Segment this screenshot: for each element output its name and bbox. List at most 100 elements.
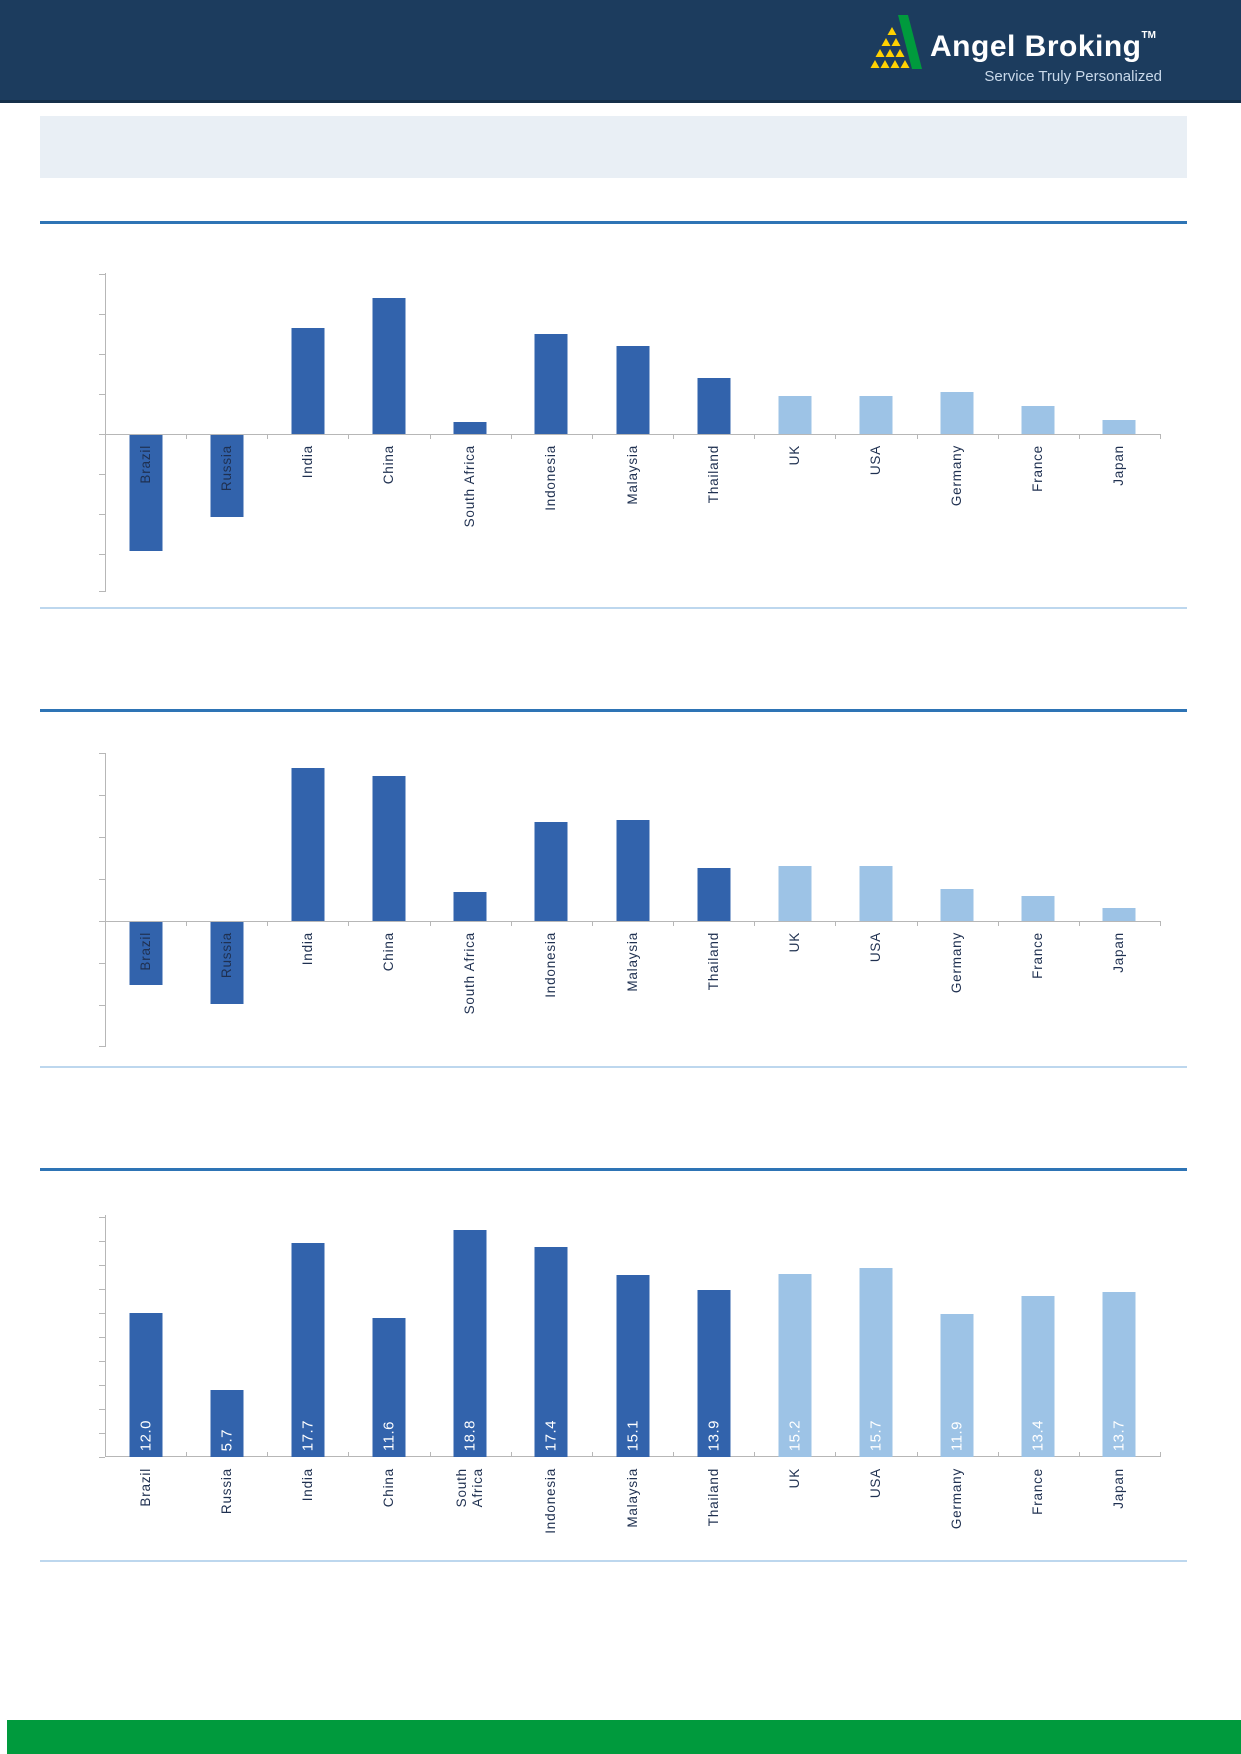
section-divider-1 bbox=[40, 221, 1187, 224]
data-label-text: 13.9 bbox=[705, 1419, 723, 1451]
x-axis-tick bbox=[429, 1452, 431, 1457]
country-label-china: China bbox=[381, 932, 397, 971]
x-axis-tick bbox=[267, 1452, 269, 1457]
x-axis-tick bbox=[348, 921, 350, 926]
y-axis-tick bbox=[99, 879, 105, 880]
bar-brazil bbox=[129, 922, 163, 985]
bar-india bbox=[291, 768, 325, 921]
bar-chart-1: Brazil Russia India China South Africa Indone… bbox=[99, 273, 1161, 592]
column-malaysia: Malaysia 15.1 bbox=[592, 1215, 673, 1528]
x-axis-tick bbox=[267, 921, 269, 926]
country-label-text: South Africa bbox=[462, 445, 478, 528]
bar-russia bbox=[210, 1390, 244, 1457]
column-indonesia: Indonesia bbox=[511, 753, 592, 1047]
data-label-text: 15.1 bbox=[624, 1419, 642, 1451]
y-axis-tick bbox=[99, 514, 105, 515]
country-label-text: Malaysia bbox=[624, 445, 640, 505]
country-label-text: South Africa bbox=[454, 1468, 486, 1508]
y-axis-tick bbox=[99, 1385, 105, 1386]
x-axis-tick bbox=[754, 434, 756, 439]
column-india: India 17.7 bbox=[267, 1215, 348, 1501]
column-japan: Japan bbox=[1079, 273, 1160, 592]
bar-columns: Brazil Russia India China South Africa Indone… bbox=[105, 273, 1160, 592]
bar-indonesia bbox=[534, 822, 568, 921]
x-axis-tick bbox=[348, 1452, 350, 1457]
data-label-text: 13.7 bbox=[1110, 1419, 1128, 1451]
x-axis-tick bbox=[429, 434, 431, 439]
y-axis-tick bbox=[99, 1433, 105, 1434]
column-china: China 11.6 bbox=[348, 1215, 429, 1507]
data-label-indonesia: 17.4 bbox=[543, 1420, 560, 1451]
bar-france bbox=[1021, 896, 1055, 921]
country-label-usa: USA bbox=[868, 1468, 884, 1498]
column-brazil: Brazil bbox=[105, 753, 186, 1047]
x-axis-tick bbox=[348, 434, 350, 439]
country-label-russia: Russia bbox=[219, 1468, 235, 1514]
x-axis-tick bbox=[835, 1452, 837, 1457]
y-axis-tick bbox=[99, 1005, 105, 1006]
country-label-germany: Germany bbox=[949, 932, 965, 993]
y-axis-tick bbox=[99, 1361, 105, 1362]
country-label-malaysia: Malaysia bbox=[624, 932, 640, 992]
bar-thailand bbox=[697, 378, 731, 434]
x-axis-line bbox=[105, 434, 1160, 435]
y-axis-line bbox=[105, 753, 106, 1047]
y-axis-tick bbox=[99, 354, 105, 355]
bar-columns: Brazil 12.0 Russia 5.7 India 17.7 China 11.6 Sou… bbox=[105, 1215, 1160, 1534]
x-axis-tick bbox=[1078, 434, 1080, 439]
brand-name: Angel BrokingTM bbox=[930, 30, 1156, 63]
bar-indonesia bbox=[534, 334, 568, 434]
bar-thailand bbox=[697, 1290, 731, 1457]
country-label-germany: Germany bbox=[949, 445, 965, 506]
country-label-usa: USA bbox=[868, 932, 884, 962]
country-label-indonesia: Indonesia bbox=[543, 932, 559, 998]
y-axis-tick bbox=[99, 394, 105, 395]
column-india: India bbox=[267, 273, 348, 592]
bar-brazil bbox=[129, 1313, 163, 1457]
column-china: China bbox=[348, 753, 429, 1047]
bar-germany bbox=[940, 1314, 974, 1457]
column-france: France bbox=[998, 273, 1079, 592]
country-label-text: France bbox=[1030, 1468, 1046, 1515]
angel-broking-logo: Angel BrokingTM Service Truly Personaliz… bbox=[868, 12, 1168, 92]
data-label-text: 5.7 bbox=[218, 1428, 236, 1451]
data-label-germany: 11.9 bbox=[949, 1421, 966, 1451]
data-label-south-africa: 18.8 bbox=[462, 1420, 479, 1451]
country-label-brazil: Brazil bbox=[137, 1468, 153, 1507]
section-underline-1 bbox=[40, 607, 1187, 609]
column-thailand: Thailand 13.9 bbox=[673, 1215, 754, 1526]
column-uk: UK bbox=[754, 753, 835, 1047]
country-label-text: South Africa bbox=[462, 932, 478, 1015]
y-axis-tick bbox=[99, 1337, 105, 1338]
column-russia: Russia bbox=[186, 273, 267, 592]
bar-japan bbox=[1102, 908, 1136, 921]
bar-malaysia bbox=[616, 1275, 650, 1457]
country-label-japan: Japan bbox=[1111, 1468, 1127, 1509]
country-label-brazil: Brazil bbox=[137, 932, 153, 971]
country-label-text: Indonesia bbox=[543, 932, 559, 998]
column-uk: UK 15.2 bbox=[754, 1215, 835, 1488]
x-axis-tick bbox=[1160, 921, 1161, 926]
bar-india bbox=[291, 328, 325, 434]
bar-usa bbox=[859, 866, 893, 921]
data-label-russia: 5.7 bbox=[218, 1429, 235, 1451]
country-label-text: Japan bbox=[1111, 932, 1127, 973]
data-label-japan: 13.7 bbox=[1111, 1420, 1128, 1451]
country-label-text: Malaysia bbox=[624, 1468, 640, 1528]
country-label-text: Thailand bbox=[705, 1468, 721, 1527]
country-label-indonesia: Indonesia bbox=[543, 445, 559, 511]
x-axis-tick bbox=[186, 1452, 188, 1457]
country-label-uk: UK bbox=[787, 932, 803, 952]
country-label-text: USA bbox=[867, 1468, 883, 1499]
country-label-russia: Russia bbox=[219, 445, 235, 491]
x-axis-line bbox=[105, 921, 1160, 922]
column-south-africa: South Africa bbox=[430, 273, 511, 592]
bar-thailand bbox=[697, 868, 731, 921]
x-axis-tick bbox=[835, 434, 837, 439]
column-germany: Germany bbox=[917, 753, 998, 1047]
column-china: China bbox=[348, 273, 429, 592]
x-axis-tick bbox=[186, 434, 188, 439]
data-label-usa: 15.7 bbox=[867, 1420, 884, 1451]
country-label-text: USA bbox=[867, 932, 883, 963]
data-label-text: 11.6 bbox=[380, 1420, 398, 1451]
